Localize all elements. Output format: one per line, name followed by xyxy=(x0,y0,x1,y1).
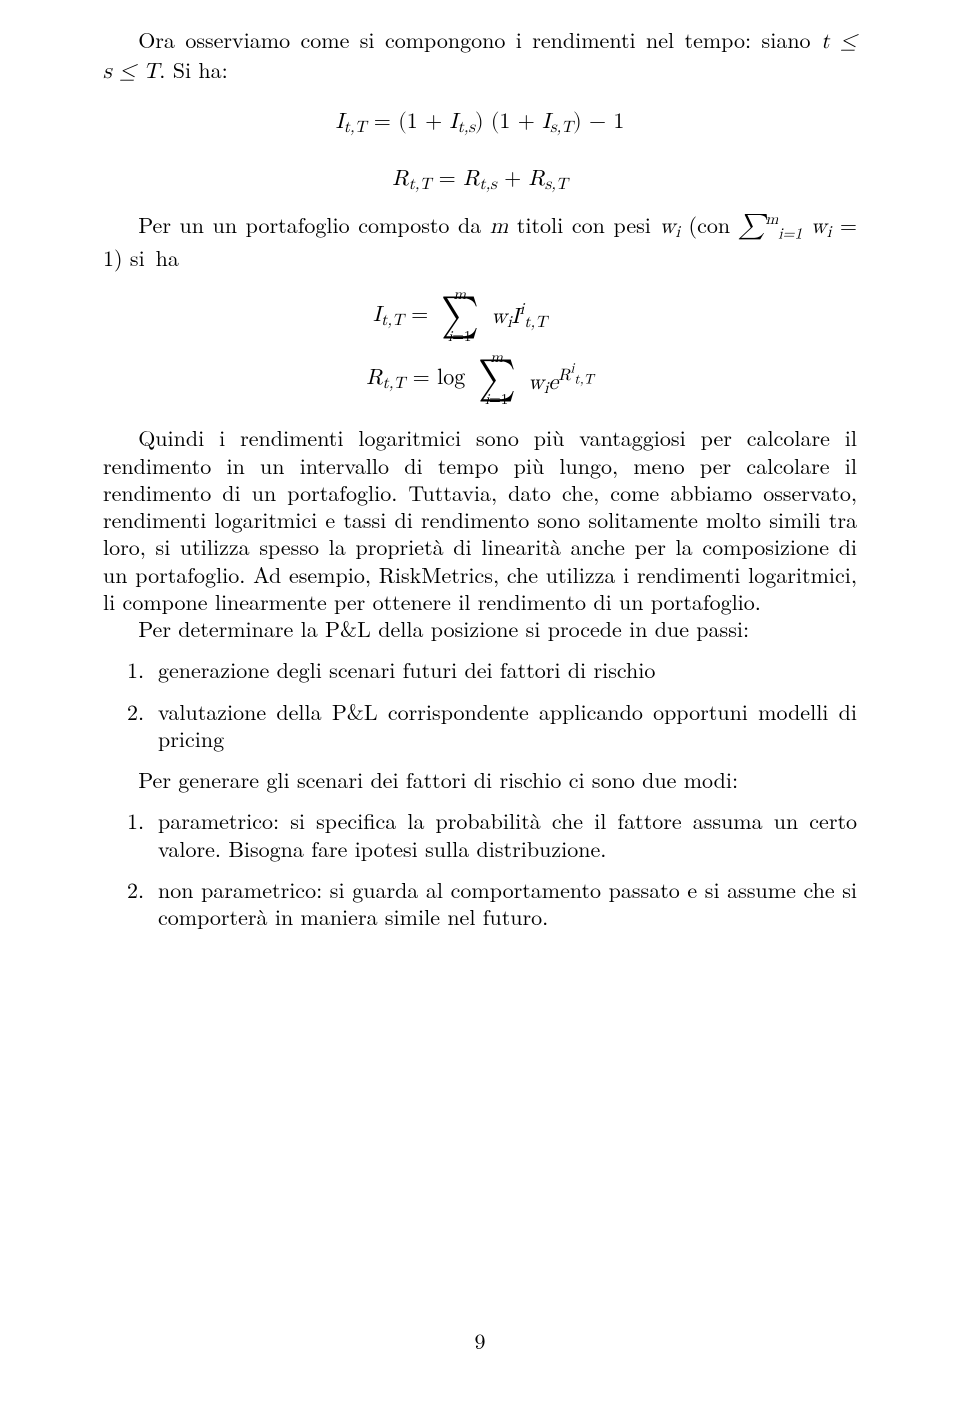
para-2-a: Per un un portafoglio composto da xyxy=(138,209,490,240)
equation-4: Rt,T = log m ∑ i=1 wieRit,T xyxy=(103,351,857,408)
list2-item1: parametrico: si specifica la probabilità… xyxy=(151,807,857,862)
para-1: Ora osserviamo come si compongono i rend… xyxy=(103,26,857,87)
para-1-text-a: Ora osserviamo come si compongono i rend… xyxy=(138,24,821,55)
equation-2: Rt,T = Rt,s + Rs,T xyxy=(103,166,857,196)
para-2-d: ) si ha xyxy=(114,242,179,273)
para-2: Per un un portafoglio composto da m tito… xyxy=(103,210,857,274)
para-5: Per generare gli scenari dei fattori di … xyxy=(103,766,857,793)
para-2-c: (con xyxy=(680,209,739,240)
equation-1: It,T = (1 + It,s) (1 + Is,T) − 1 xyxy=(103,109,857,139)
list1-item2: valutazione della P&L corrispondente app… xyxy=(151,698,857,753)
list2-item2: non parametrico: si guarda al comportame… xyxy=(151,876,857,931)
para-2-wi: wi xyxy=(659,216,679,238)
ordered-list-2: parametrico: si specifica la probabilità… xyxy=(103,807,857,930)
para-2-m: m xyxy=(490,216,508,238)
page: Ora osserviamo come si compongono i rend… xyxy=(0,0,960,1414)
ordered-list-1: generazione degli scenari futuri dei fat… xyxy=(103,656,857,752)
para-1-text-b: . Si ha: xyxy=(159,54,227,85)
para-3: Quindi i rendimenti logaritmici sono più… xyxy=(103,424,857,615)
para-2-b: titoli con pesi xyxy=(508,209,659,240)
equation-3: It,T = m ∑ i=1 wiIit,T xyxy=(103,288,857,345)
list1-item1: generazione degli scenari futuri dei fat… xyxy=(151,656,857,683)
page-number: 9 xyxy=(0,1327,960,1354)
para-4: Per determinare la P&L della posizione s… xyxy=(103,615,857,642)
